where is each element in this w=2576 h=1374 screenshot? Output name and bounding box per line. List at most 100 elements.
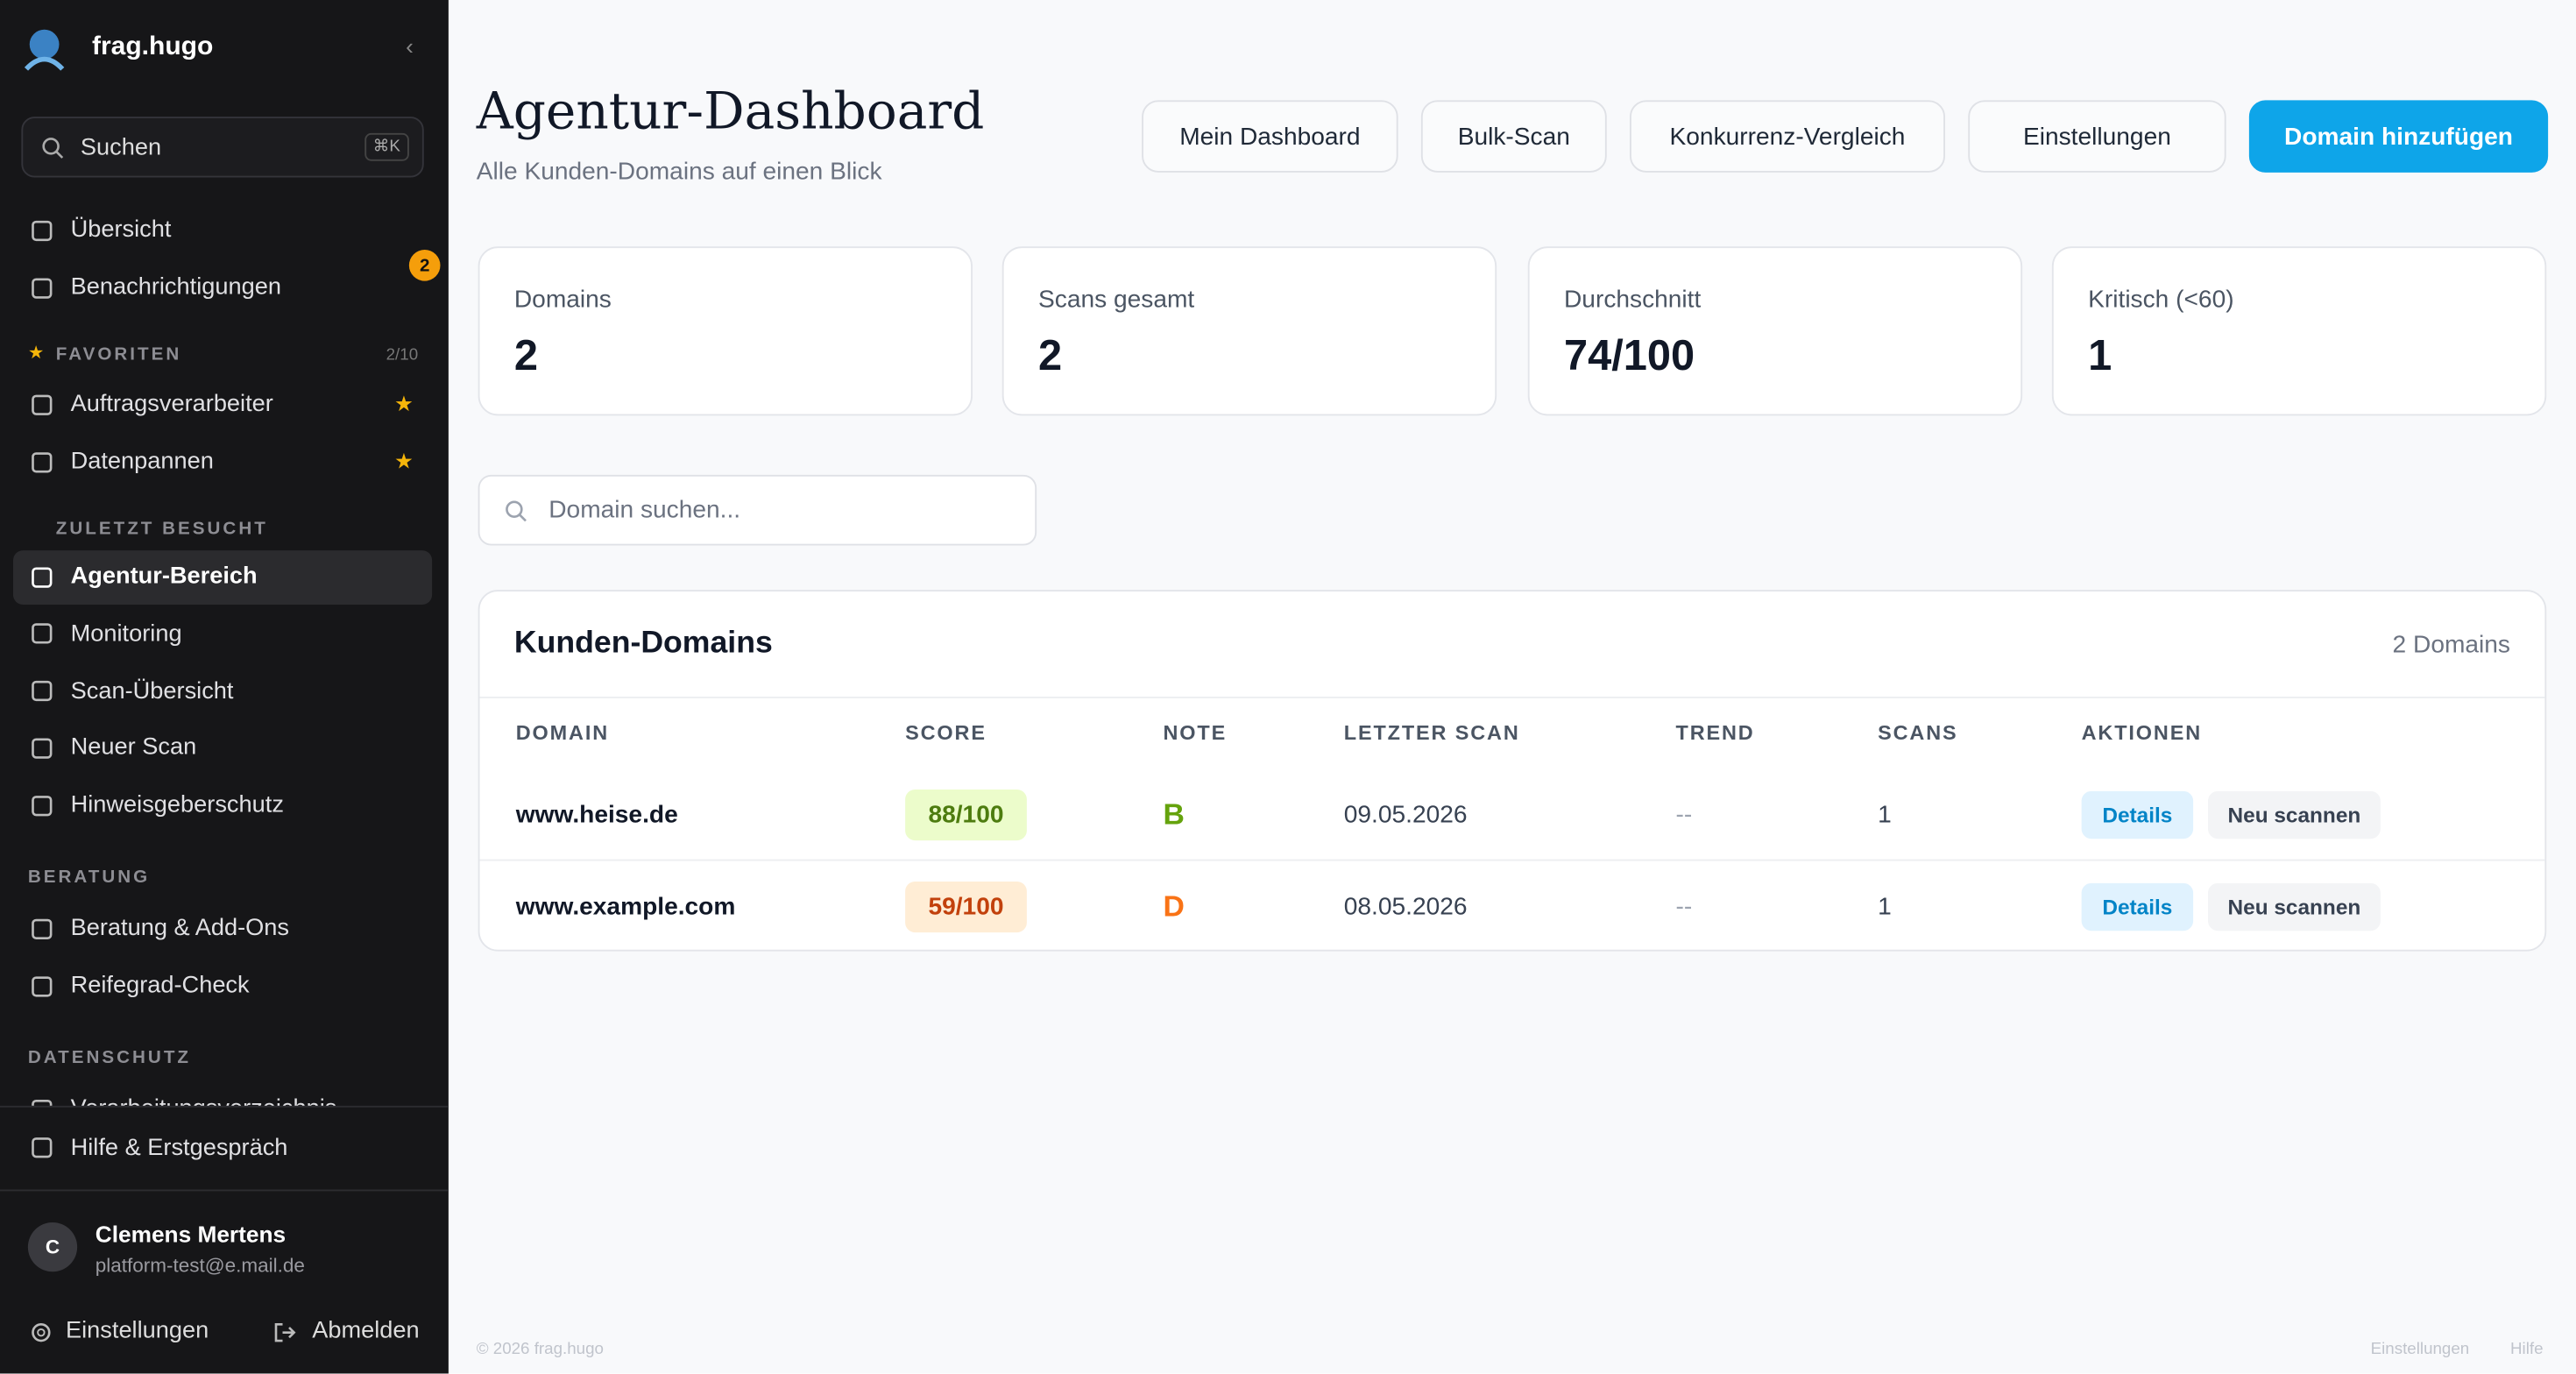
badge: 2 <box>408 250 441 281</box>
icon <box>32 623 53 644</box>
section-title: ZULETZT BESUCHT <box>55 519 268 540</box>
nav-item[interactable]: Übersicht <box>13 203 432 258</box>
stat-value: 2 <box>513 329 539 380</box>
stat-card: Durchschnitt 74/100 <box>1527 246 2023 416</box>
stat-value: 1 <box>2088 329 2112 380</box>
nav-label: Benachrichtigungen <box>70 274 281 301</box>
nav-label: Hinweisgeberschutz <box>70 791 284 818</box>
last-scan: 08.05.2026 <box>1343 893 1468 921</box>
star: ★ <box>394 448 414 473</box>
icon <box>32 680 53 702</box>
icon <box>32 219 53 241</box>
nav-label: Monitoring <box>70 620 182 648</box>
nav-label: Verarbeitungsverzeichnis <box>71 1096 337 1106</box>
nav-label: Auftragsverarbeiter <box>70 391 273 418</box>
stat-label: Durchschnitt <box>1564 286 1702 315</box>
shortcut: ⌘K <box>364 132 409 161</box>
placeholder: Domain suchen... <box>548 496 741 525</box>
search-box[interactable]: Suchen ⌘K <box>21 117 424 178</box>
last-scan: 09.05.2026 <box>1343 801 1468 829</box>
nav-item[interactable]: Beratung & Add-Ons <box>13 901 432 955</box>
user-email: platform-test@e.mail.de <box>95 1253 305 1277</box>
copyright: © 2026 frag.hugo <box>476 1341 604 1359</box>
nav-item[interactable]: Hinweisgeberschutz <box>13 778 432 832</box>
stat-card: Domains 2 <box>478 246 973 416</box>
rescan-button[interactable]: Neu scannen <box>2208 882 2381 931</box>
icon <box>32 1099 53 1106</box>
column-header: LETZTER SCAN <box>1343 721 1520 745</box>
nav-item[interactable]: Verarbeitungsverzeichnis <box>13 1082 432 1106</box>
stat-label: Kritisch (<60) <box>2088 286 2234 315</box>
avatar: C <box>27 1222 78 1272</box>
logout-link[interactable]: Abmelden <box>312 1317 420 1344</box>
nav: Übersicht Benachrichtigungen 2 FAVORITEN ★ 2/… <box>0 0 449 1106</box>
section-title: BERATUNG <box>27 868 151 888</box>
grade: B <box>1163 797 1185 831</box>
details-button[interactable]: Details <box>2081 882 2194 931</box>
divider <box>0 1189 449 1192</box>
nav-label: Datenpannen <box>70 448 214 475</box>
icon <box>32 917 53 938</box>
primary-button[interactable]: Domain hinzufügen <box>2248 100 2549 173</box>
grade: D <box>1163 889 1185 923</box>
logo <box>24 29 65 71</box>
icon <box>32 1322 51 1342</box>
section-title: DATENSCHUTZ <box>27 1048 192 1068</box>
settings-link[interactable]: Einstellungen <box>66 1317 209 1344</box>
stat-card: Kritisch (<60) 1 <box>2051 246 2547 416</box>
nav-item[interactable]: Monitoring <box>13 606 432 661</box>
trend: -- <box>1675 801 1693 829</box>
stat-label: Domains <box>513 286 612 315</box>
nav-item[interactable]: Auftragsverarbeiter <box>13 377 432 431</box>
page-subtitle: Alle Kunden-Domains auf einen Blick <box>476 158 882 186</box>
nav-item[interactable]: Agentur-Bereich <box>13 549 433 605</box>
domain: www.heise.de <box>515 801 678 829</box>
icon <box>32 737 53 759</box>
toolbar-button[interactable]: Mein Dashboard <box>1142 100 1398 173</box>
details-button[interactable]: Details <box>2081 790 2194 839</box>
icon <box>32 566 53 587</box>
collapse[interactable]: ‹ <box>406 32 414 60</box>
sidebar: frag.hugo ‹ Suchen ⌘K Übersicht Benachric… <box>0 0 449 1374</box>
column-header: DOMAIN <box>515 721 610 745</box>
toolbar-button[interactable]: Einstellungen <box>1968 100 2226 173</box>
trend: -- <box>1675 893 1693 921</box>
score: 88/100 <box>905 789 1027 841</box>
rescan-button[interactable]: Neu scannen <box>2208 790 2381 839</box>
section-count: 2/10 <box>386 346 419 365</box>
stat-value: 74/100 <box>1564 329 1695 380</box>
stat-card: Scans gesamt 2 <box>1001 246 1497 416</box>
nav-item[interactable]: Scan-Übersicht <box>13 664 432 719</box>
column-header: NOTE <box>1163 721 1228 745</box>
icon <box>32 795 53 816</box>
toolbar-button[interactable]: Konkurrenz-Vergleich <box>1630 100 1945 173</box>
icon <box>32 1137 53 1158</box>
nav-item[interactable]: Neuer Scan <box>13 721 432 776</box>
column-header: AKTIONEN <box>2081 721 2203 745</box>
icon <box>506 500 527 522</box>
table-title: Kunden-Domains <box>513 626 773 661</box>
divider <box>479 859 2545 861</box>
user-name: Clemens Mertens <box>95 1221 287 1248</box>
nav-item[interactable]: Datenpannen <box>13 435 432 489</box>
domain: www.example.com <box>515 893 736 921</box>
star: ★ <box>27 343 45 364</box>
domain-search[interactable]: Domain suchen... <box>478 474 1037 546</box>
domains-table: Kunden-Domains 2 Domains DOMAIN SCORE NOTE… <box>478 590 2547 952</box>
page-title: Agentur-Dashboard <box>476 81 985 142</box>
nav-label: Übersicht <box>70 216 172 244</box>
footer-link[interactable]: Hilfe <box>2510 1341 2544 1359</box>
nav-label: Hilfe & Erstgespräch <box>70 1134 288 1161</box>
nav-item[interactable]: Benachrichtigungen <box>13 260 432 315</box>
toolbar-button[interactable]: Bulk-Scan <box>1420 100 1607 173</box>
footer-link[interactable]: Einstellungen <box>2370 1341 2470 1359</box>
divider <box>0 1105 449 1108</box>
nav-label: Scan-Übersicht <box>70 677 234 705</box>
icon <box>32 975 53 996</box>
nav-label: Agentur-Bereich <box>70 563 258 591</box>
nav-item[interactable]: Hilfe & Erstgespräch <box>13 1121 432 1175</box>
nav-item[interactable]: Reifegrad-Check <box>13 959 432 1013</box>
table-count: 2 Domains <box>2392 631 2510 659</box>
